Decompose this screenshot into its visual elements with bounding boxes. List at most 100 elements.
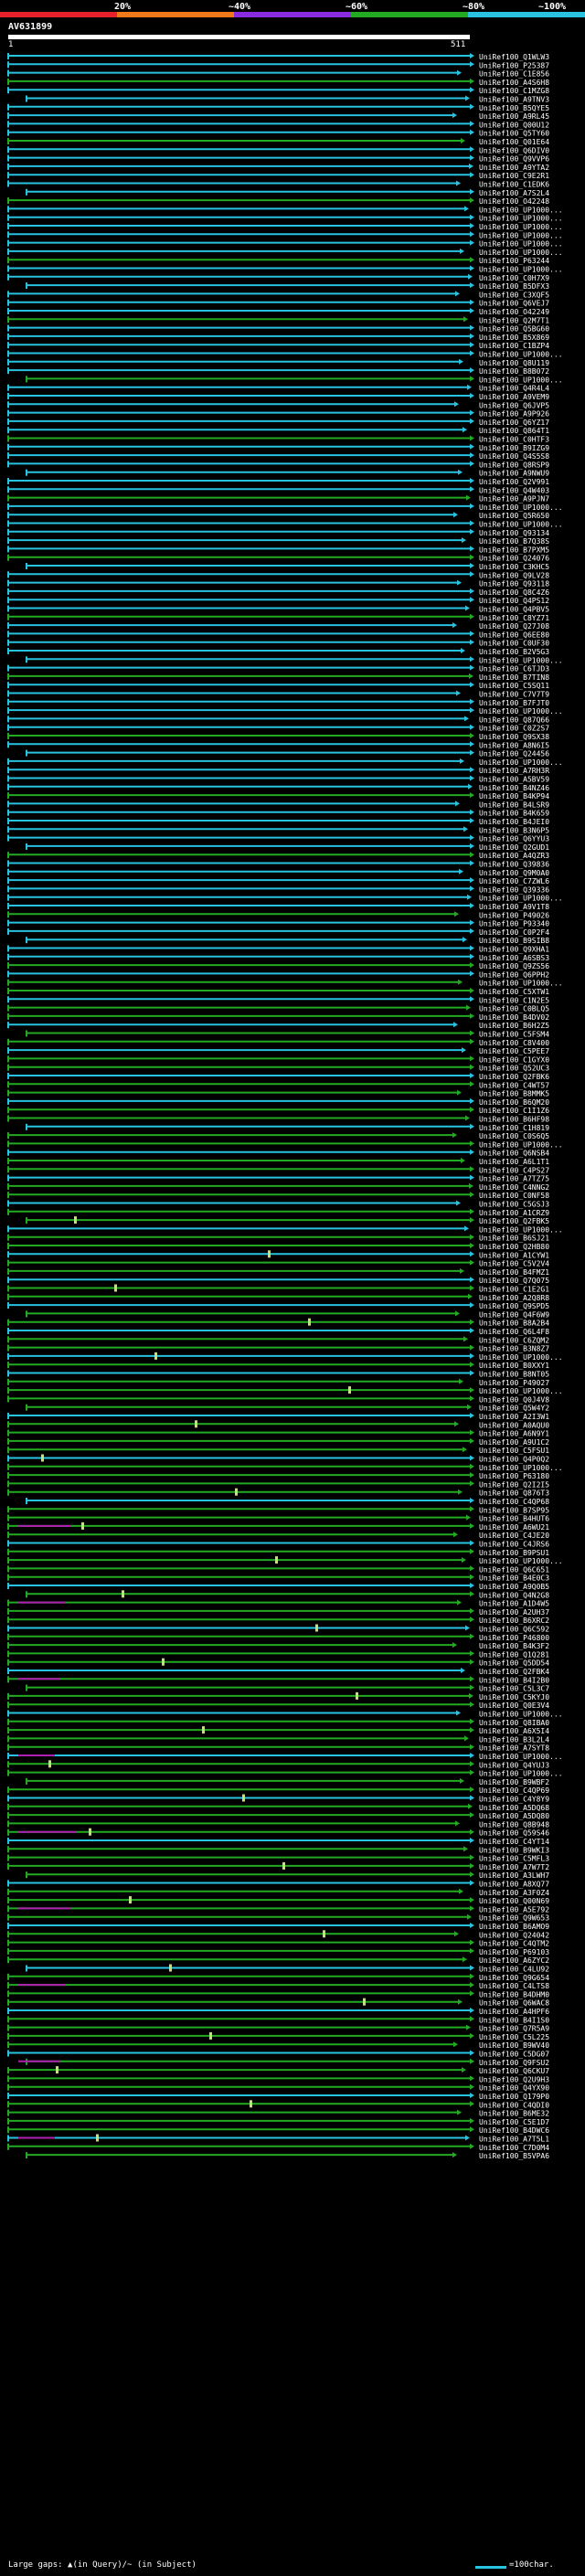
- hit-row[interactable]: UniRef100_O42249: [7, 308, 549, 316]
- hit-row[interactable]: UniRef100_B7FJT0: [7, 698, 549, 707]
- hit-row[interactable]: UniRef100_Q6PPH2: [7, 970, 549, 979]
- hit-label[interactable]: UniRef100_C4JE20: [479, 1532, 549, 1540]
- hit-label[interactable]: UniRef100_Q6C592: [479, 1626, 549, 1634]
- hit-label[interactable]: UniRef100_Q6YZ17: [479, 419, 549, 427]
- hit-label[interactable]: UniRef100_Q59S46: [479, 1829, 549, 1838]
- hit-row[interactable]: UniRef100_O42248: [7, 197, 549, 206]
- hit-row[interactable]: UniRef100_A5BV59: [7, 775, 549, 784]
- hit-label[interactable]: UniRef100_Q6L4F8: [479, 1328, 549, 1336]
- hit-label[interactable]: UniRef100_B7Q38S: [479, 537, 549, 546]
- hit-row[interactable]: UniRef100_A9PJN7: [7, 494, 549, 504]
- hit-label[interactable]: UniRef100_C0Z2S7: [479, 725, 549, 733]
- hit-label[interactable]: UniRef100_C7D0M4: [479, 2144, 549, 2152]
- hit-row[interactable]: UniRef100_Q2M7T1: [7, 316, 549, 324]
- hit-label[interactable]: UniRef100_A9PJN7: [479, 495, 549, 504]
- hit-row[interactable]: UniRef100_A9Q0B5: [7, 1583, 549, 1591]
- hit-label[interactable]: UniRef100_Q8C4Z6: [479, 588, 549, 597]
- hit-row[interactable]: UniRef100_Q39336: [7, 885, 549, 894]
- hit-label[interactable]: UniRef100_A1CRZ9: [479, 1209, 549, 1217]
- hit-label[interactable]: UniRef100_Q2FBK6: [479, 1073, 549, 1081]
- hit-label[interactable]: UniRef100_A9RL45: [479, 112, 549, 121]
- hit-label[interactable]: UniRef100_C8V400: [479, 1039, 549, 1047]
- hit-label[interactable]: UniRef100_C5GSJ3: [479, 1201, 549, 1209]
- hit-label[interactable]: UniRef100_UP1000...: [479, 521, 563, 529]
- hit-label[interactable]: UniRef100_C5L225: [479, 2033, 549, 2041]
- hit-label[interactable]: UniRef100_Q24042: [479, 1931, 549, 1939]
- hit-row[interactable]: UniRef100_Q24076: [7, 554, 549, 563]
- hit-label[interactable]: UniRef100_Q8IBA0: [479, 1719, 549, 1727]
- hit-row[interactable]: UniRef100_Q9VVP6: [7, 154, 549, 164]
- hit-row[interactable]: UniRef100_C5L225: [7, 2031, 549, 2041]
- hit-row[interactable]: UniRef100_A7RH3R: [7, 767, 549, 775]
- hit-label[interactable]: UniRef100_B4DWC6: [479, 2126, 549, 2135]
- hit-label[interactable]: UniRef100_P49027: [479, 1379, 549, 1387]
- hit-label[interactable]: UniRef100_P63180: [479, 1472, 549, 1480]
- hit-row[interactable]: UniRef100_Q2FBK5: [26, 1216, 549, 1225]
- hit-label[interactable]: UniRef100_A4HPF6: [479, 2008, 549, 2016]
- hit-row[interactable]: UniRef100_Q39836: [7, 860, 549, 869]
- hit-label[interactable]: UniRef100_UP1000...: [479, 758, 563, 767]
- hit-label[interactable]: UniRef100_A5DQ68: [479, 1804, 549, 1812]
- hit-row[interactable]: UniRef100_A9NWU9: [26, 469, 549, 478]
- hit-row[interactable]: UniRef100_B3N8Z7: [7, 1344, 549, 1353]
- hit-row[interactable]: UniRef100_C5E1D7: [7, 2117, 549, 2126]
- hit-label[interactable]: UniRef100_Q6DIV0: [479, 146, 549, 154]
- hit-label[interactable]: UniRef100_C7V7T9: [479, 691, 549, 699]
- hit-row[interactable]: UniRef100_Q2FBK6: [7, 1073, 549, 1081]
- hit-label[interactable]: UniRef100_B4NZ46: [479, 784, 549, 792]
- hit-row[interactable]: UniRef100_C0BLQ5: [7, 1004, 549, 1013]
- hit-label[interactable]: UniRef100_Q4W403: [479, 486, 549, 494]
- hit-row[interactable]: UniRef100_Q6WAC8: [7, 1998, 549, 2008]
- hit-label[interactable]: UniRef100_C4JRS6: [479, 1541, 549, 1549]
- hit-label[interactable]: UniRef100_B3N6P5: [479, 826, 549, 834]
- hit-row[interactable]: UniRef100_A7S2L4: [26, 188, 549, 197]
- hit-label[interactable]: UniRef100_B9SIB8: [479, 937, 549, 945]
- hit-row[interactable]: UniRef100_C7ZWL6: [7, 877, 549, 885]
- hit-row[interactable]: UniRef100_C4JE20: [7, 1532, 549, 1540]
- hit-label[interactable]: UniRef100_C0BLQ5: [479, 1005, 549, 1013]
- hit-row[interactable]: UniRef100_Q9M0A0: [7, 868, 549, 877]
- hit-row[interactable]: UniRef100_C5DG07: [7, 2050, 549, 2059]
- hit-label[interactable]: UniRef100_Q5DD54: [479, 1659, 549, 1668]
- hit-label[interactable]: UniRef100_B4KP94: [479, 792, 549, 800]
- hit-label[interactable]: UniRef100_C6ZQM2: [479, 1336, 549, 1344]
- hit-row[interactable]: UniRef100_B4E0C3: [7, 1574, 549, 1583]
- hit-label[interactable]: UniRef100_A5E792: [479, 1905, 549, 1913]
- hit-row[interactable]: UniRef100_P49026: [7, 911, 549, 919]
- hit-row[interactable]: UniRef100_C4QDI0: [7, 2100, 549, 2109]
- hit-row[interactable]: UniRef100_Q0J4V8: [7, 1395, 549, 1404]
- hit-row[interactable]: UniRef100_Q4W403: [7, 486, 549, 494]
- hit-label[interactable]: UniRef100_P63244: [479, 257, 549, 265]
- hit-row[interactable]: UniRef100_Q6JVP5: [7, 401, 549, 409]
- hit-row[interactable]: UniRef100_UP1000...: [7, 894, 563, 903]
- hit-row[interactable]: UniRef100_A4QZR3: [7, 852, 549, 860]
- hit-label[interactable]: UniRef100_Q9G654: [479, 1974, 549, 1982]
- hit-row[interactable]: UniRef100_Q00U12: [7, 121, 549, 129]
- hit-row[interactable]: UniRef100_A9YTA2: [7, 163, 549, 172]
- hit-row[interactable]: UniRef100_UP1000...: [7, 231, 563, 239]
- hit-label[interactable]: UniRef100_B4FMZ1: [479, 1268, 549, 1277]
- hit-label[interactable]: UniRef100_Q9XHA1: [479, 946, 549, 954]
- hit-row[interactable]: UniRef100_Q00N69: [7, 1896, 549, 1905]
- hit-row[interactable]: UniRef100_UP1000...: [7, 350, 563, 359]
- hit-label[interactable]: UniRef100_A1D4W5: [479, 1600, 549, 1608]
- hit-label[interactable]: UniRef100_C5SQ11: [479, 682, 549, 690]
- hit-row[interactable]: UniRef100_C1E2G1: [7, 1284, 549, 1294]
- hit-label[interactable]: UniRef100_Q4F6W9: [479, 1310, 549, 1319]
- hit-row[interactable]: UniRef100_Q6CKU7: [7, 2066, 549, 2075]
- hit-label[interactable]: UniRef100_A7T5L1: [479, 2136, 549, 2144]
- hit-label[interactable]: UniRef100_C4LTS8: [479, 1982, 549, 1990]
- hit-row[interactable]: UniRef100_C4Y8Y9: [7, 1794, 549, 1804]
- hit-label[interactable]: UniRef100_C9E2R1: [479, 172, 549, 180]
- hit-row[interactable]: UniRef100_B6HF98: [7, 1115, 549, 1124]
- hit-label[interactable]: UniRef100_Q9LV28: [479, 571, 549, 579]
- hit-label[interactable]: UniRef100_C5L3C7: [479, 1685, 549, 1693]
- hit-label[interactable]: UniRef100_Q39836: [479, 861, 549, 869]
- hit-row[interactable]: UniRef100_Q5BG60: [7, 324, 549, 334]
- hit-label[interactable]: UniRef100_C5E1D7: [479, 2118, 549, 2126]
- hit-label[interactable]: UniRef100_A6N9Y1: [479, 1430, 549, 1438]
- hit-row[interactable]: UniRef100_A6SBS3: [7, 953, 549, 962]
- hit-row[interactable]: UniRef100_Q2HB80: [7, 1243, 549, 1251]
- hit-row[interactable]: UniRef100_B9WBF2: [26, 1777, 549, 1786]
- hit-label[interactable]: UniRef100_B6XRC2: [479, 1617, 549, 1625]
